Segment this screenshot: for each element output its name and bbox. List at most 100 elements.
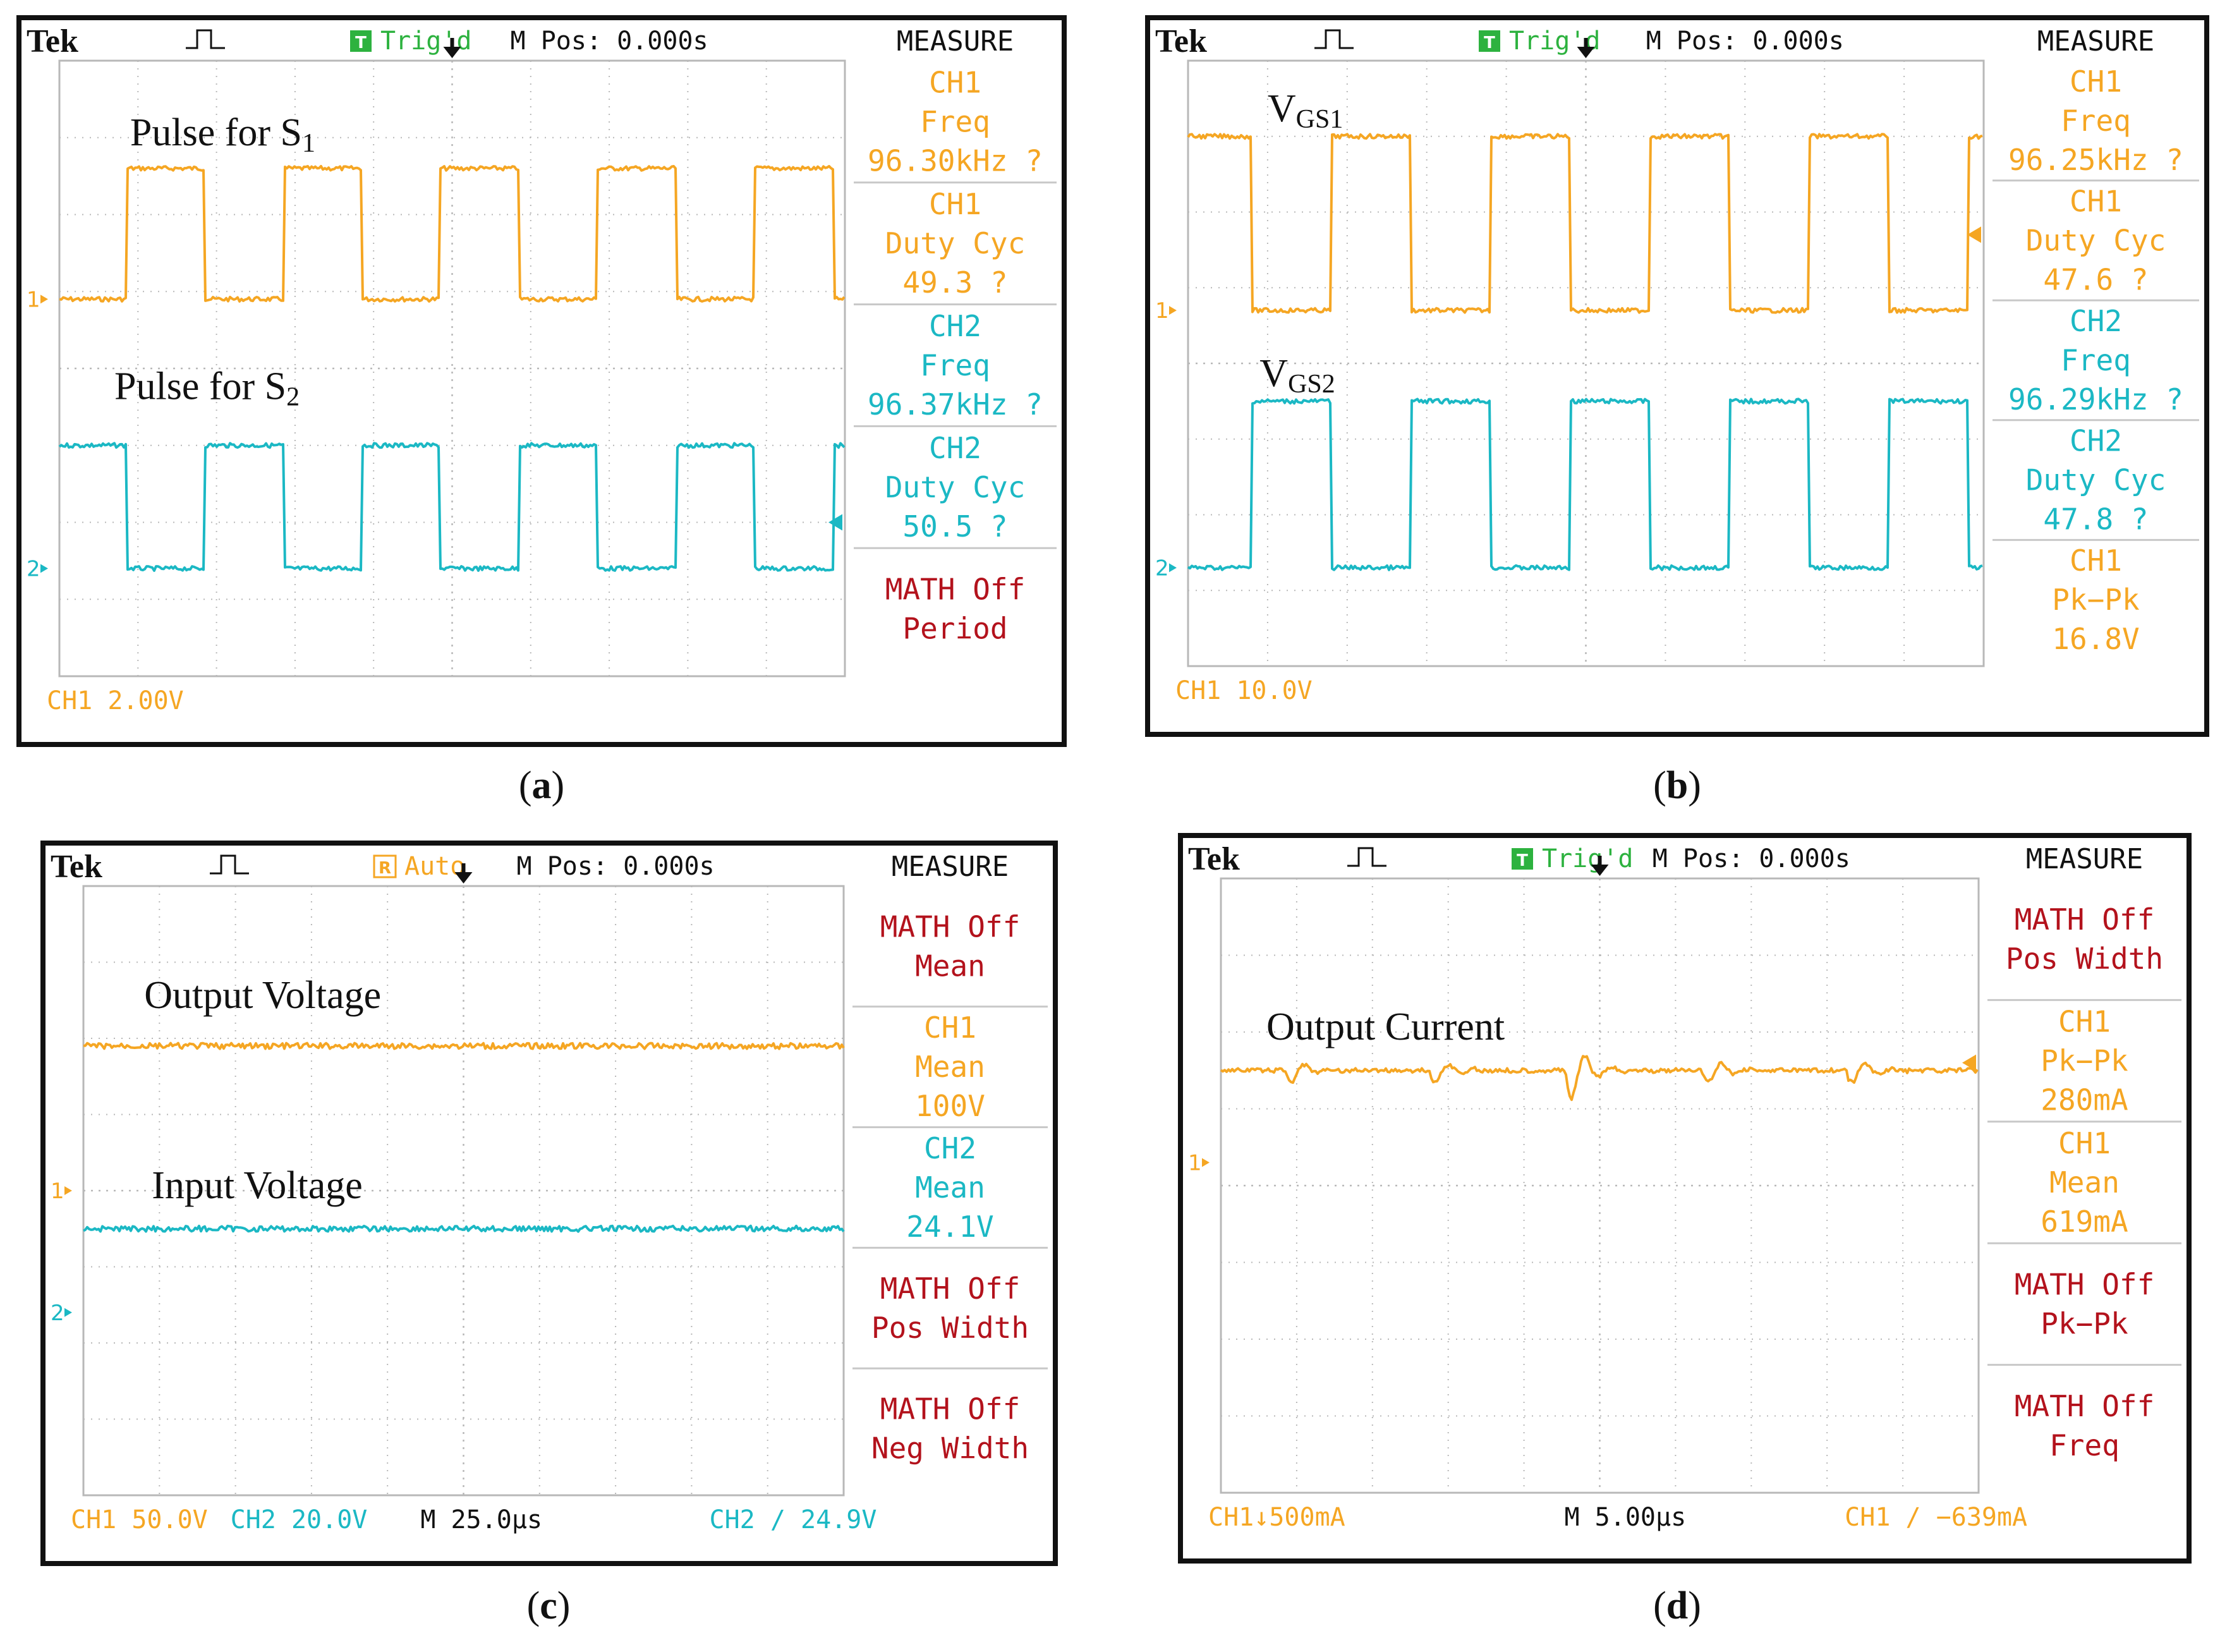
trace-1-waveform bbox=[83, 1042, 845, 1050]
measure-line: MATH Off bbox=[880, 1392, 1021, 1426]
tek-logo: Tek bbox=[27, 23, 78, 59]
scope-panel-b: Tek T Trig'd M Pos: 0.000s MEASURE 1 2 VGS1 VGS2… bbox=[1145, 15, 2209, 737]
trigger-state-icon bbox=[350, 30, 372, 52]
measure-line: CH1 bbox=[929, 187, 981, 221]
measure-line: CH1 bbox=[2058, 1126, 2111, 1160]
channel-2-arrow-icon bbox=[40, 564, 48, 573]
channel-1-arrow-icon bbox=[1169, 306, 1177, 315]
caption-d: (d) bbox=[1653, 1584, 1701, 1627]
caption-d-letter: d bbox=[1666, 1584, 1689, 1627]
scope-header: Tek T Trig'd M Pos: 0.000s MEASURE bbox=[1155, 23, 2154, 59]
trace-1-waveform bbox=[1187, 133, 1983, 314]
measure-line: CH1 bbox=[2070, 544, 2122, 578]
scope-header: Tek T Trig'd M Pos: 0.000s MEASURE bbox=[1188, 841, 2143, 877]
measure-line: Mean bbox=[915, 1050, 985, 1084]
footer-readout-3: M 25.0µs bbox=[420, 1505, 542, 1534]
measure-box-2: CH1 Pk−Pk 280mA bbox=[1987, 999, 2181, 1117]
scope-panel-a: Tek T Trig'd M Pos: 0.000s MEASURE 1 2 Pulse fo… bbox=[16, 15, 1067, 747]
trace-label-text: Pulse for S bbox=[130, 111, 302, 154]
measure-box-2: CH1 Mean 100V bbox=[852, 1005, 1048, 1123]
measure-box-5: MATH Off Freq bbox=[1987, 1364, 2181, 1462]
trigger-position-icon bbox=[443, 38, 461, 58]
trace-label-text: Output Current bbox=[1266, 1005, 1505, 1048]
trigger-state-badge: T bbox=[1517, 851, 1528, 870]
menu-title: MEASURE bbox=[2037, 25, 2154, 58]
trigger-position-icon bbox=[454, 863, 473, 884]
measure-line: CH2 bbox=[929, 309, 981, 343]
trace-2-waveform bbox=[83, 1224, 845, 1233]
measure-box-4: MATH Off Pos Width bbox=[852, 1246, 1048, 1345]
tek-logo: Tek bbox=[1188, 841, 1240, 877]
trace-2-label: Input Voltage bbox=[152, 1164, 363, 1207]
measure-line: 47.8 ? bbox=[2043, 502, 2148, 537]
caption-a-letter: a bbox=[531, 764, 552, 807]
footer-readout-1: CH1 2.00V bbox=[47, 686, 184, 715]
measure-line: MATH Off bbox=[885, 573, 1026, 607]
scope-header: Tek T Trig'd M Pos: 0.000s MEASURE bbox=[27, 23, 1014, 59]
measure-line: 16.8V bbox=[2052, 622, 2139, 656]
trigger-state-icon bbox=[1512, 848, 1533, 870]
footer-readout-2: M 5.00µs bbox=[1565, 1503, 1687, 1532]
trace-label-subscript: GS2 bbox=[1288, 370, 1335, 399]
caption-b-letter: b bbox=[1666, 764, 1689, 807]
measure-line: MATH Off bbox=[2015, 1267, 2155, 1301]
position-readout: M Pos: 0.000s bbox=[517, 852, 715, 881]
measure-line: 100V bbox=[915, 1089, 985, 1123]
measure-box-1: MATH Off Mean bbox=[880, 909, 1021, 983]
measure-line: Duty Cyc bbox=[885, 226, 1026, 260]
scope-display-b: Tek T Trig'd M Pos: 0.000s MEASURE12VGS1VGS2… bbox=[1155, 23, 2199, 705]
measure-line: Freq bbox=[920, 348, 990, 382]
trigger-pulse-icon bbox=[1347, 847, 1386, 867]
trigger-pulse-icon bbox=[210, 854, 249, 875]
measure-box-3: CH2 Mean 24.1V bbox=[852, 1126, 1048, 1244]
measure-line: 50.5 ? bbox=[902, 509, 1007, 544]
trace-1-waveform bbox=[1220, 1055, 1979, 1102]
measure-box-4: MATH Off Pk−Pk bbox=[1987, 1242, 2181, 1340]
measure-line: MATH Off bbox=[2015, 902, 2155, 937]
measure-line: 619mA bbox=[2041, 1205, 2128, 1239]
trace-label-subscript: 2 bbox=[286, 383, 300, 412]
measure-line: CH2 bbox=[2070, 304, 2122, 338]
measure-line: CH1 bbox=[2058, 1005, 2111, 1039]
measure-line: CH2 bbox=[2070, 424, 2122, 458]
caption-a: (a) bbox=[518, 764, 565, 807]
measure-line: CH1 bbox=[2070, 64, 2122, 99]
trace-2-waveform bbox=[1187, 398, 1983, 571]
trace-1-waveform bbox=[59, 165, 846, 303]
measure-line: Freq bbox=[2049, 1428, 2120, 1462]
footer-readout-3: CH1 ∕ −639mA bbox=[1845, 1503, 2027, 1532]
channel-1-arrow-icon bbox=[1202, 1158, 1210, 1167]
graticule bbox=[82, 885, 845, 1497]
caption-c: (c) bbox=[526, 1584, 571, 1627]
measure-line: 96.37kHz ? bbox=[868, 387, 1043, 422]
measure-line: 96.29kHz ? bbox=[2008, 382, 2183, 416]
channel-2-marker: 2 bbox=[51, 1301, 64, 1326]
measure-line: Freq bbox=[920, 104, 990, 138]
position-readout: M Pos: 0.000s bbox=[511, 27, 708, 56]
footer-readout-2: CH2 20.0V bbox=[231, 1505, 368, 1534]
trace-2-waveform bbox=[58, 442, 846, 572]
scope-header: Tek R Auto M Pos: 0.000s MEASURE bbox=[51, 849, 1009, 885]
measure-line: Mean bbox=[915, 949, 985, 983]
channel-2-arrow-icon bbox=[64, 1308, 72, 1317]
trace-label-text: V bbox=[1259, 352, 1288, 395]
trigger-state-icon bbox=[373, 854, 397, 878]
trigger-status: Trig'd bbox=[1542, 844, 1634, 873]
trace-label-text: Output Voltage bbox=[144, 974, 381, 1017]
trigger-position-icon bbox=[1591, 856, 1609, 876]
measure-box-1: MATH Off Pos Width bbox=[2006, 902, 2163, 976]
measure-line: Duty Cyc bbox=[2026, 223, 2166, 257]
measure-line: Pos Width bbox=[871, 1311, 1029, 1345]
caption-c-letter: c bbox=[540, 1584, 557, 1627]
measure-line: 280mA bbox=[2041, 1083, 2128, 1117]
scope-panel-c: Tek R Auto M Pos: 0.000s MEASURE 1 2 Output Vol… bbox=[40, 841, 1058, 1566]
measure-line: 49.3 ? bbox=[902, 265, 1007, 300]
channel-1-marker: 1 bbox=[27, 287, 40, 312]
measure-line: Pos Width bbox=[2006, 942, 2163, 976]
measure-box-2: CH1 Duty Cyc 47.6 ? bbox=[1993, 179, 2199, 296]
trace-2-label: VGS2 bbox=[1259, 352, 1335, 399]
measure-line: Pk−Pk bbox=[2041, 1044, 2128, 1078]
graticule bbox=[1220, 877, 1980, 1494]
trigger-level-icon bbox=[1967, 226, 1981, 243]
channel-2-marker: 2 bbox=[1155, 556, 1169, 581]
